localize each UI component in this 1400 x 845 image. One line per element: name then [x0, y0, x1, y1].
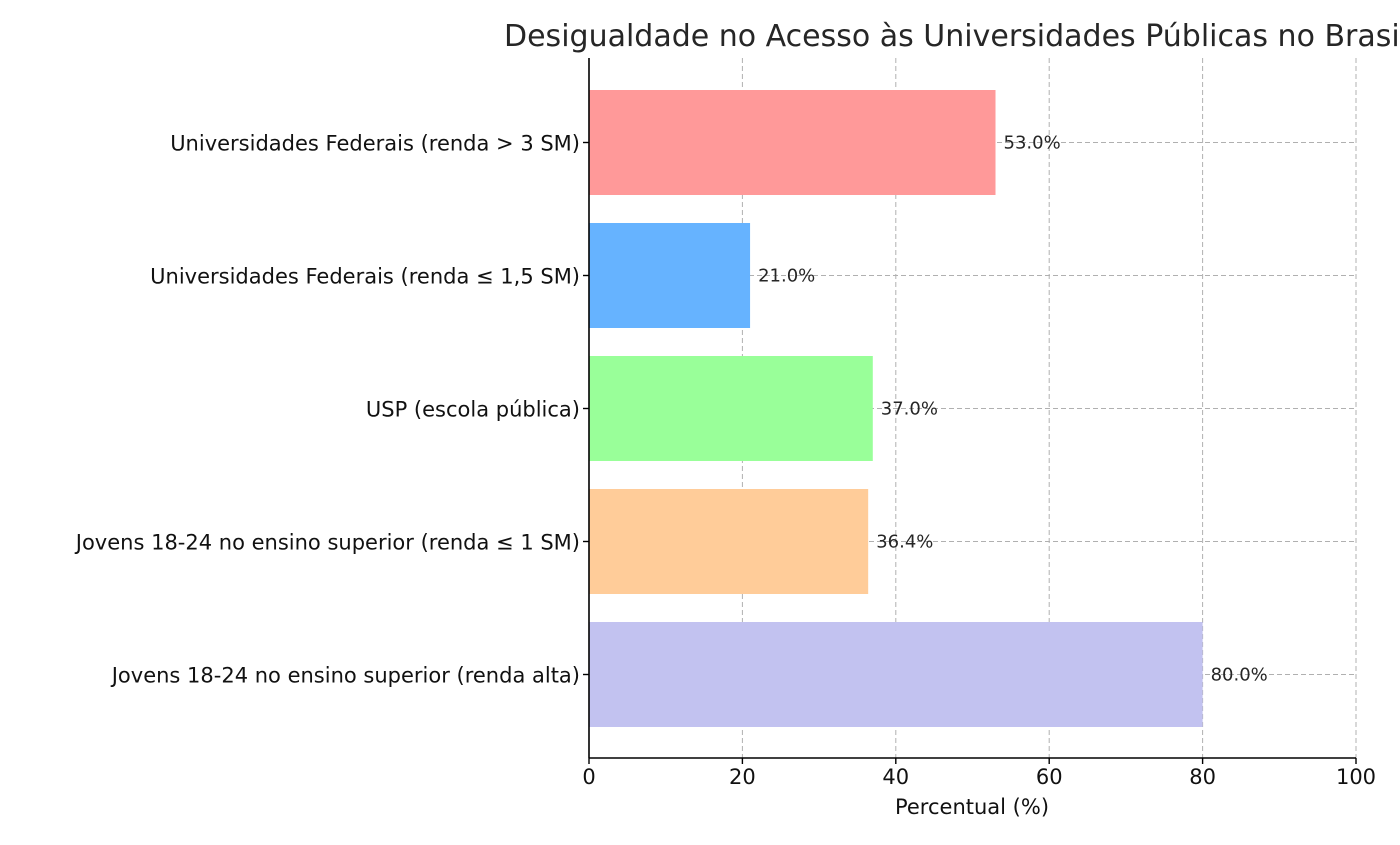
bar-value-label: 21.0%	[758, 266, 815, 287]
x-tick-label: 20	[729, 765, 756, 789]
bar	[589, 356, 873, 461]
x-tick-label: 80	[1189, 765, 1216, 789]
bar	[589, 223, 751, 328]
category-label: Jovens 18-24 no ensino superior (renda ≤…	[74, 531, 580, 555]
category-label: Universidades Federais (renda ≤ 1,5 SM)	[150, 265, 580, 289]
x-tick-label: 0	[582, 765, 595, 789]
bar-value-label: 37.0%	[881, 399, 938, 420]
chart-title: Desigualdade no Acesso às Universidades …	[504, 19, 1400, 54]
category-label: Jovens 18-24 no ensino superior (renda a…	[110, 664, 580, 688]
x-tick-label: 100	[1336, 765, 1376, 789]
bar	[589, 489, 869, 594]
label-layer: 53.0% Universidades Federais (renda > 3 S…	[74, 132, 1376, 790]
x-tick-label: 40	[882, 765, 909, 789]
category-label: Universidades Federais (renda > 3 SM)	[170, 132, 580, 156]
bar-value-label: 53.0%	[1004, 133, 1061, 154]
axis-layer	[583, 58, 1357, 764]
x-axis-label: Percentual (%)	[895, 795, 1049, 819]
bar	[589, 622, 1203, 727]
category-label: USP (escola pública)	[366, 398, 580, 422]
bar-value-label: 80.0%	[1211, 665, 1268, 686]
bar-layer	[589, 90, 1203, 727]
x-tick-label: 60	[1036, 765, 1063, 789]
bar	[589, 90, 996, 195]
bar-value-label: 36.4%	[876, 532, 933, 553]
